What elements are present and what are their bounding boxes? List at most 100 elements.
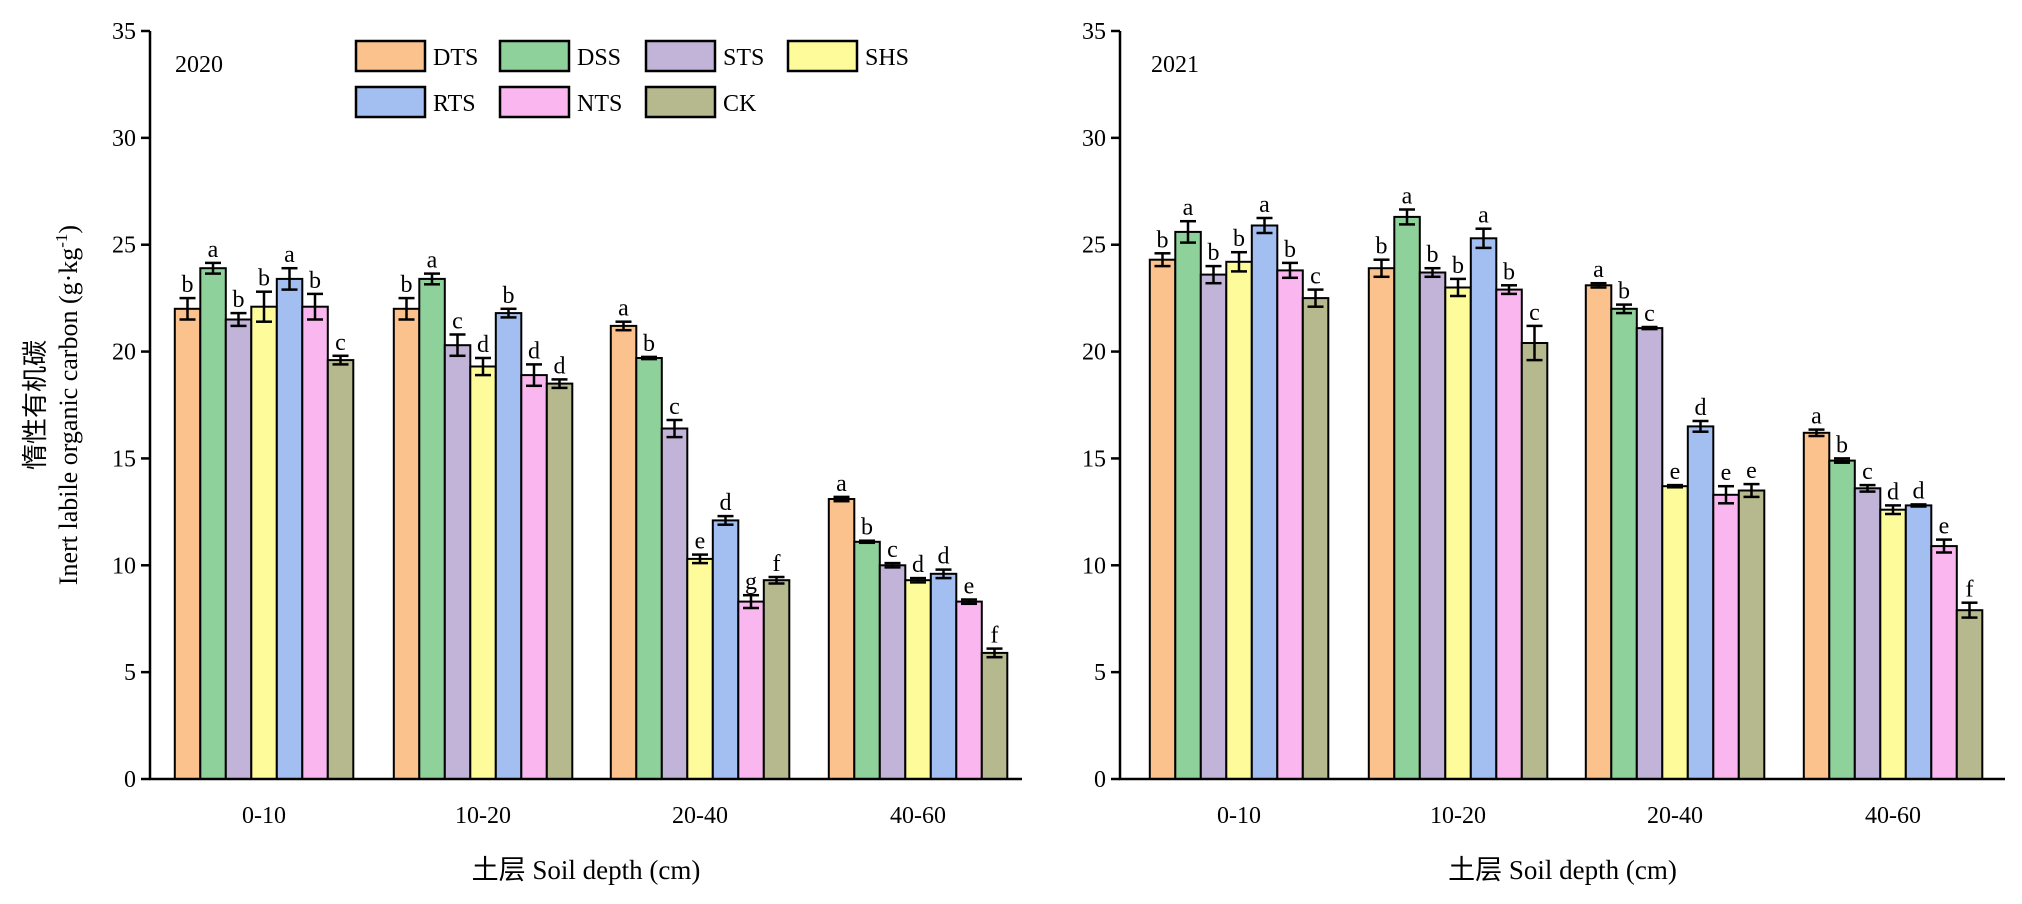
bar-RTS-0-10 [1250, 224, 1279, 780]
y-axis-label: 惰性有机碳 Inert labile organic carbon (g·kg-1… [21, 225, 83, 585]
significance-letter-NTS-40-60: e [964, 574, 975, 600]
significance-letter-NTS-20-40: e [1721, 460, 1732, 486]
significance-letter-STS-20-40: c [1644, 301, 1655, 327]
legend-label-DTS: DTS [433, 45, 478, 71]
bar-RTS-20-40 [1686, 425, 1715, 780]
bar-DSS-20-40 [635, 357, 663, 780]
y-tick-label: 0 [124, 767, 136, 793]
bar-NTS-10-20 [1495, 288, 1523, 780]
significance-letter-RTS-40-60: d [1913, 478, 1925, 504]
y-tick-label: 5 [124, 660, 136, 686]
bar-NTS-10-20 [520, 374, 548, 780]
significance-letter-SHS-40-60: d [1887, 479, 1899, 505]
bar-STS-0-10 [224, 318, 253, 780]
bar-DTS-20-40 [609, 324, 638, 780]
significance-letter-STS-20-40: c [669, 394, 680, 420]
significance-letter-RTS-0-10: a [1259, 192, 1270, 218]
y-tick-label: 5 [1094, 660, 1106, 686]
bar-NTS-40-60 [1930, 545, 1958, 780]
bar-SHS-0-10 [1225, 260, 1253, 780]
panel-label: 2020 [175, 52, 223, 78]
x-tick-label: 10-20 [455, 803, 511, 829]
significance-letter-DTS-20-40: a [618, 296, 629, 322]
x-tick-label: 20-40 [1647, 803, 1703, 829]
bar-SHS-40-60 [904, 579, 932, 781]
significance-letter-CK-40-60: f [1966, 577, 1974, 603]
significance-letter-NTS-40-60: e [1939, 514, 1950, 540]
significance-letter-NTS-10-20: d [528, 338, 540, 364]
legend-label-CK: CK [723, 91, 757, 117]
significance-letter-STS-40-60: c [887, 537, 898, 563]
legend-label-RTS: RTS [433, 91, 476, 117]
significance-letter-STS-0-10: b [233, 287, 245, 313]
bar-CK-40-60 [980, 651, 1009, 781]
y-tick-label: 35 [112, 19, 136, 45]
bar-SHS-40-60 [1879, 508, 1907, 780]
x-tick-label: 10-20 [1430, 803, 1486, 829]
bar-CK-20-40 [762, 579, 791, 781]
y-tick-label: 25 [1082, 233, 1106, 259]
significance-letter-CK-10-20: d [554, 353, 566, 379]
significance-letter-STS-40-60: c [1862, 459, 1873, 485]
significance-letter-DSS-10-20: a [1402, 184, 1413, 210]
significance-letter-DSS-0-10: a [208, 237, 219, 263]
legend-label-STS: STS [723, 45, 764, 71]
significance-letter-DSS-40-60: b [861, 515, 873, 541]
legend: DTS DSS STS SHS RTS NTS CK [354, 39, 909, 119]
y-tick-label: 10 [112, 553, 136, 579]
y-tick-label: 0 [1094, 767, 1106, 793]
significance-letter-DSS-0-10: a [1183, 195, 1194, 221]
significance-letter-CK-20-40: e [1746, 458, 1757, 484]
legend-swatch-CK [644, 85, 717, 119]
legend-swatch-STS [644, 39, 717, 73]
significance-letter-DSS-10-20: a [427, 248, 438, 274]
bar-DSS-40-60 [853, 540, 881, 780]
significance-letter-SHS-20-40: e [695, 529, 706, 555]
bar-SHS-20-40 [1661, 485, 1689, 780]
bar-CK-10-20 [545, 382, 574, 780]
significance-letter-RTS-40-60: d [938, 544, 950, 570]
bar-DTS-40-60 [827, 498, 856, 780]
significance-letter-RTS-0-10: a [284, 242, 295, 268]
x-axis-label: 土层 Soil depth (cm) [1448, 855, 1677, 885]
bar-DTS-10-20 [392, 307, 421, 780]
y-tick-label: 30 [1082, 126, 1106, 152]
significance-letter-NTS-20-40: g [745, 569, 757, 595]
legend-swatch-NTS [498, 85, 571, 119]
significance-letter-NTS-10-20: b [1503, 259, 1515, 285]
y-tick-label: 15 [1082, 446, 1106, 472]
legend-label-NTS: NTS [577, 91, 622, 117]
significance-letter-DTS-0-10: b [1157, 227, 1169, 253]
significance-letter-SHS-40-60: d [912, 552, 924, 578]
panel-label: 2021 [1151, 52, 1199, 78]
significance-letter-DTS-10-20: b [1376, 234, 1388, 260]
bar-RTS-0-10 [275, 277, 304, 780]
significance-letter-STS-10-20: c [452, 309, 463, 335]
bar-STS-20-40 [660, 427, 689, 780]
significance-letter-RTS-10-20: b [503, 283, 515, 309]
bar-DSS-20-40 [1610, 307, 1638, 780]
bar-DTS-40-60 [1802, 431, 1831, 780]
y-tick-label: 25 [112, 233, 136, 259]
legend-swatch-DTS [354, 39, 427, 73]
bar-NTS-20-40 [737, 600, 765, 780]
bar-SHS-0-10 [250, 305, 278, 780]
legend-swatch-DSS [498, 39, 571, 73]
significance-letter-RTS-20-40: d [1695, 395, 1707, 421]
significance-letter-SHS-10-20: b [1452, 253, 1464, 279]
bar-RTS-40-60 [929, 572, 958, 780]
x-axis-label: 土层 Soil depth (cm) [472, 855, 701, 885]
significance-letter-SHS-0-10: b [1233, 226, 1245, 252]
significance-letter-DTS-10-20: b [401, 272, 413, 298]
bar-CK-40-60 [1955, 609, 1984, 781]
significance-letter-CK-20-40: f [773, 551, 781, 577]
bar-CK-10-20 [1520, 342, 1549, 780]
significance-letter-STS-10-20: b [1427, 242, 1439, 268]
bar-CK-0-10 [1301, 297, 1330, 780]
y-tick-label: 15 [112, 446, 136, 472]
significance-letter-SHS-10-20: d [477, 332, 489, 358]
significance-letter-DSS-20-40: b [643, 331, 655, 357]
bar-SHS-10-20 [469, 365, 497, 780]
